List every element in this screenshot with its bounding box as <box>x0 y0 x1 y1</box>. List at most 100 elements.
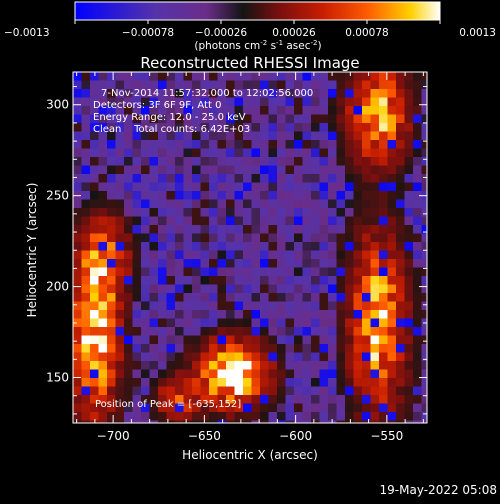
heatmap-cell <box>379 318 389 328</box>
heatmap-cell <box>243 233 253 243</box>
heatmap-cell <box>379 259 389 269</box>
heatmap-cell <box>115 80 125 90</box>
heatmap-cell <box>387 191 397 201</box>
heatmap-cell <box>115 344 125 354</box>
heatmap-cell <box>319 412 329 422</box>
heatmap-cell <box>319 369 329 379</box>
heatmap-cell <box>149 89 159 99</box>
heatmap-cell <box>175 199 185 209</box>
heatmap-cell <box>175 233 185 243</box>
heatmap-cell <box>73 80 83 90</box>
heatmap-cell <box>192 97 202 107</box>
heatmap-cell <box>90 310 100 320</box>
x-axis: −700 −650 −600 −550 <box>76 72 424 443</box>
heatmap-cell <box>285 191 295 201</box>
heatmap-cell <box>209 378 219 388</box>
heatmap-cell <box>345 191 355 201</box>
heatmap-cell <box>81 318 91 328</box>
heatmap-cell <box>277 174 287 184</box>
heatmap-cell <box>328 131 338 141</box>
heatmap-cell <box>217 259 227 269</box>
heatmap-cell <box>98 276 108 286</box>
heatmap-cell <box>243 369 253 379</box>
heatmap-cell <box>251 250 261 260</box>
heatmap-cell <box>345 242 355 252</box>
heatmap-cell <box>251 327 261 337</box>
heatmap-cell <box>90 318 100 328</box>
heatmap-cell <box>362 97 372 107</box>
heatmap-cell <box>404 208 414 218</box>
heatmap-cell <box>158 395 168 405</box>
heatmap-cell <box>234 208 244 218</box>
colorbar: −0.0013 −0.00078 −0.00026 0.00026 0.00078 0.0… <box>4 1 496 52</box>
heatmap-cell <box>404 301 414 311</box>
heatmap-cell <box>158 72 168 82</box>
heatmap-cell <box>124 403 134 413</box>
heatmap-cell <box>183 182 193 192</box>
heatmap-cell <box>260 165 270 175</box>
heatmap-cell <box>115 208 125 218</box>
heatmap-cell <box>277 123 287 133</box>
heatmap-cell <box>328 89 338 99</box>
heatmap-cell <box>226 301 236 311</box>
heatmap-cell <box>192 352 202 362</box>
heatmap-cell <box>311 233 321 243</box>
heatmap-cell <box>328 284 338 294</box>
heatmap-cell <box>166 114 176 124</box>
heatmap-cell <box>387 114 397 124</box>
heatmap-cell <box>387 361 397 371</box>
heatmap-cell <box>149 267 159 277</box>
heatmap-cell <box>413 284 423 294</box>
heatmap-cell <box>81 157 91 167</box>
heatmap-cell <box>302 233 312 243</box>
heatmap-cell <box>311 140 321 150</box>
heatmap-cell <box>158 267 168 277</box>
heatmap-cell <box>132 369 142 379</box>
colorbar-ticks: −0.0013 −0.00078 −0.00026 0.00026 0.00078 0.0… <box>4 20 496 39</box>
heatmap-cell <box>251 225 261 235</box>
heatmap-cell <box>107 284 117 294</box>
heatmap-cell <box>260 140 270 150</box>
heatmap-cell <box>387 208 397 218</box>
heatmap-cell <box>183 123 193 133</box>
heatmap-cell <box>192 301 202 311</box>
heatmap-cell <box>294 361 304 371</box>
heatmap-cell <box>311 191 321 201</box>
heatmap-cell <box>166 386 176 396</box>
heatmap-cell <box>302 72 312 82</box>
heatmap-cell <box>311 335 321 345</box>
heatmap-cell <box>319 233 329 243</box>
heatmap-cell <box>132 157 142 167</box>
heatmap-cell <box>268 250 278 260</box>
heatmap-cell <box>200 233 210 243</box>
heatmap-cell <box>217 191 227 201</box>
heatmap-cell <box>336 216 346 226</box>
heatmap-cell <box>192 420 202 423</box>
heatmap-cell <box>311 395 321 405</box>
heatmap-cell <box>362 225 372 235</box>
heatmap-cell <box>336 386 346 396</box>
heatmap-cell <box>243 335 253 345</box>
heatmap-cell <box>260 123 270 133</box>
heatmap-cell <box>200 267 210 277</box>
heatmap-cell <box>81 293 91 303</box>
heatmap-cell <box>370 174 380 184</box>
heatmap-cell <box>98 242 108 252</box>
heatmap-cell <box>260 267 270 277</box>
heatmap-cell <box>90 327 100 337</box>
heatmap-cell <box>234 174 244 184</box>
colorbar-tick-label: 0.00078 <box>345 27 388 39</box>
heatmap-cell <box>370 114 380 124</box>
heatmap-cell <box>234 250 244 260</box>
heatmap-cell <box>132 148 142 158</box>
heatmap-cell <box>175 395 185 405</box>
heatmap-cell <box>175 301 185 311</box>
heatmap-cell <box>175 293 185 303</box>
heatmap-cell <box>353 225 363 235</box>
heatmap-cell <box>98 420 108 423</box>
heatmap-cell <box>345 140 355 150</box>
heatmap-cell <box>362 318 372 328</box>
heatmap-cell <box>319 80 329 90</box>
heatmap-cell <box>200 157 210 167</box>
heatmap-cell <box>124 80 134 90</box>
